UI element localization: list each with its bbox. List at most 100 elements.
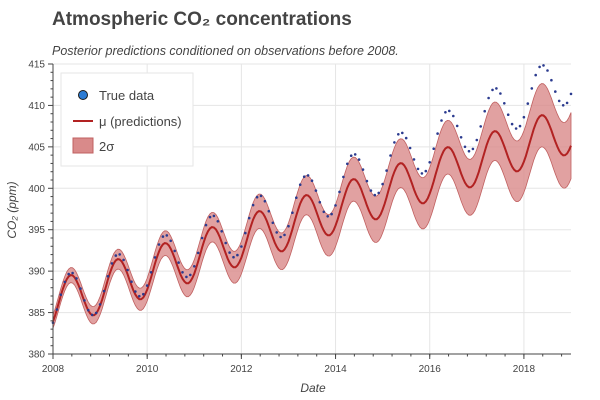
true-data-point bbox=[271, 221, 275, 225]
x-tick-label: 2016 bbox=[419, 364, 442, 375]
true-data-point bbox=[149, 271, 153, 274]
true-data-point bbox=[326, 215, 330, 218]
true-data-point bbox=[349, 154, 353, 157]
true-data-point bbox=[346, 162, 349, 166]
true-data-point bbox=[353, 153, 357, 156]
x-tick-label: 2014 bbox=[324, 364, 347, 375]
x-tick-label: 2018 bbox=[513, 364, 536, 375]
y-tick-label: 405 bbox=[28, 142, 45, 153]
true-data-point bbox=[401, 131, 404, 135]
true-data-point bbox=[495, 87, 498, 90]
true-data-point bbox=[83, 299, 86, 302]
true-data-point bbox=[338, 190, 341, 194]
chart-subtitle: Posterior predictions conditioned on obs… bbox=[52, 44, 399, 58]
true-data-point bbox=[440, 119, 443, 122]
legend-label-band: 2σ bbox=[99, 139, 114, 154]
true-data-point bbox=[526, 102, 530, 105]
true-data-point bbox=[463, 145, 467, 149]
true-data-point bbox=[487, 96, 490, 100]
true-data-point bbox=[416, 167, 420, 171]
prediction-line bbox=[52, 114, 572, 322]
true-data-point bbox=[55, 308, 59, 311]
true-data-point bbox=[506, 113, 510, 116]
true-data-point bbox=[208, 215, 212, 219]
true-data-point bbox=[550, 78, 553, 82]
true-data-point bbox=[397, 133, 400, 136]
true-data-point bbox=[165, 234, 169, 237]
x-axis-label: Date bbox=[300, 381, 326, 395]
true-data-point bbox=[298, 183, 302, 186]
true-data-point bbox=[471, 147, 475, 151]
true-data-point bbox=[475, 138, 479, 142]
true-data-point bbox=[102, 289, 106, 293]
true-data-point bbox=[302, 175, 306, 178]
true-data-point bbox=[565, 101, 569, 105]
true-data-point bbox=[561, 104, 565, 107]
y-axis-label: CO₂ (ppm) bbox=[5, 181, 19, 238]
true-data-point bbox=[212, 214, 216, 218]
true-data-point bbox=[377, 191, 381, 195]
true-data-point bbox=[287, 224, 290, 228]
true-data-point bbox=[479, 125, 483, 128]
y-tick-label: 410 bbox=[28, 101, 45, 112]
true-data-point bbox=[138, 294, 141, 298]
true-data-point bbox=[204, 223, 208, 227]
true-data-point bbox=[361, 168, 365, 171]
true-data-point bbox=[424, 169, 428, 173]
prediction-band-layer bbox=[52, 83, 572, 329]
true-data-point bbox=[196, 251, 200, 255]
true-data-point bbox=[314, 189, 318, 192]
true-data-point bbox=[87, 308, 90, 312]
true-data-point bbox=[522, 115, 526, 119]
true-data-point bbox=[452, 114, 455, 118]
true-data-point bbox=[503, 102, 506, 105]
true-data-point bbox=[569, 92, 573, 96]
true-data-point bbox=[369, 189, 373, 192]
x-tick-label: 2010 bbox=[136, 364, 159, 375]
true-data-point bbox=[283, 233, 286, 237]
true-data-point bbox=[408, 146, 412, 150]
true-data-point bbox=[483, 109, 487, 113]
true-data-point bbox=[63, 280, 67, 284]
true-data-point bbox=[534, 73, 537, 77]
x-tick-label: 2008 bbox=[42, 364, 65, 375]
true-data-point bbox=[200, 236, 204, 240]
true-data-point bbox=[467, 149, 471, 153]
true-data-point bbox=[542, 64, 545, 67]
true-data-point bbox=[90, 313, 94, 317]
true-data-point bbox=[157, 243, 161, 246]
true-data-point bbox=[173, 249, 176, 253]
true-data-point bbox=[75, 277, 78, 280]
legend-label-true-data: True data bbox=[99, 88, 155, 103]
true-data-point bbox=[236, 253, 239, 257]
true-data-point bbox=[130, 280, 133, 284]
true-data-point bbox=[126, 268, 129, 272]
legend-swatch-band bbox=[72, 137, 94, 154]
true-data-point bbox=[530, 87, 534, 90]
true-data-point bbox=[318, 200, 322, 204]
true-data-point bbox=[432, 147, 436, 150]
y-tick-label: 415 bbox=[28, 60, 45, 71]
true-data-point bbox=[412, 158, 416, 161]
true-data-point bbox=[244, 231, 247, 235]
true-data-point bbox=[554, 90, 557, 93]
true-data-point bbox=[110, 262, 114, 265]
true-data-point bbox=[216, 220, 220, 223]
true-data-point bbox=[306, 174, 310, 177]
true-data-point bbox=[510, 122, 514, 126]
true-data-point bbox=[295, 196, 298, 199]
true-data-point bbox=[385, 169, 388, 172]
true-data-point bbox=[228, 251, 231, 254]
axes: 380 385 390 395 400 405 410 415 2008 2010 2012 2014… bbox=[28, 60, 571, 375]
true-data-point bbox=[448, 109, 451, 113]
true-data-point bbox=[389, 154, 392, 157]
true-data-point bbox=[220, 230, 223, 233]
true-data-point bbox=[291, 211, 294, 214]
true-data-point bbox=[365, 179, 369, 183]
true-data-point bbox=[255, 195, 259, 199]
true-data-point bbox=[459, 136, 463, 139]
true-data-point bbox=[232, 255, 235, 259]
legend-label-prediction: μ (predictions) bbox=[99, 114, 182, 129]
true-data-point bbox=[436, 132, 439, 135]
